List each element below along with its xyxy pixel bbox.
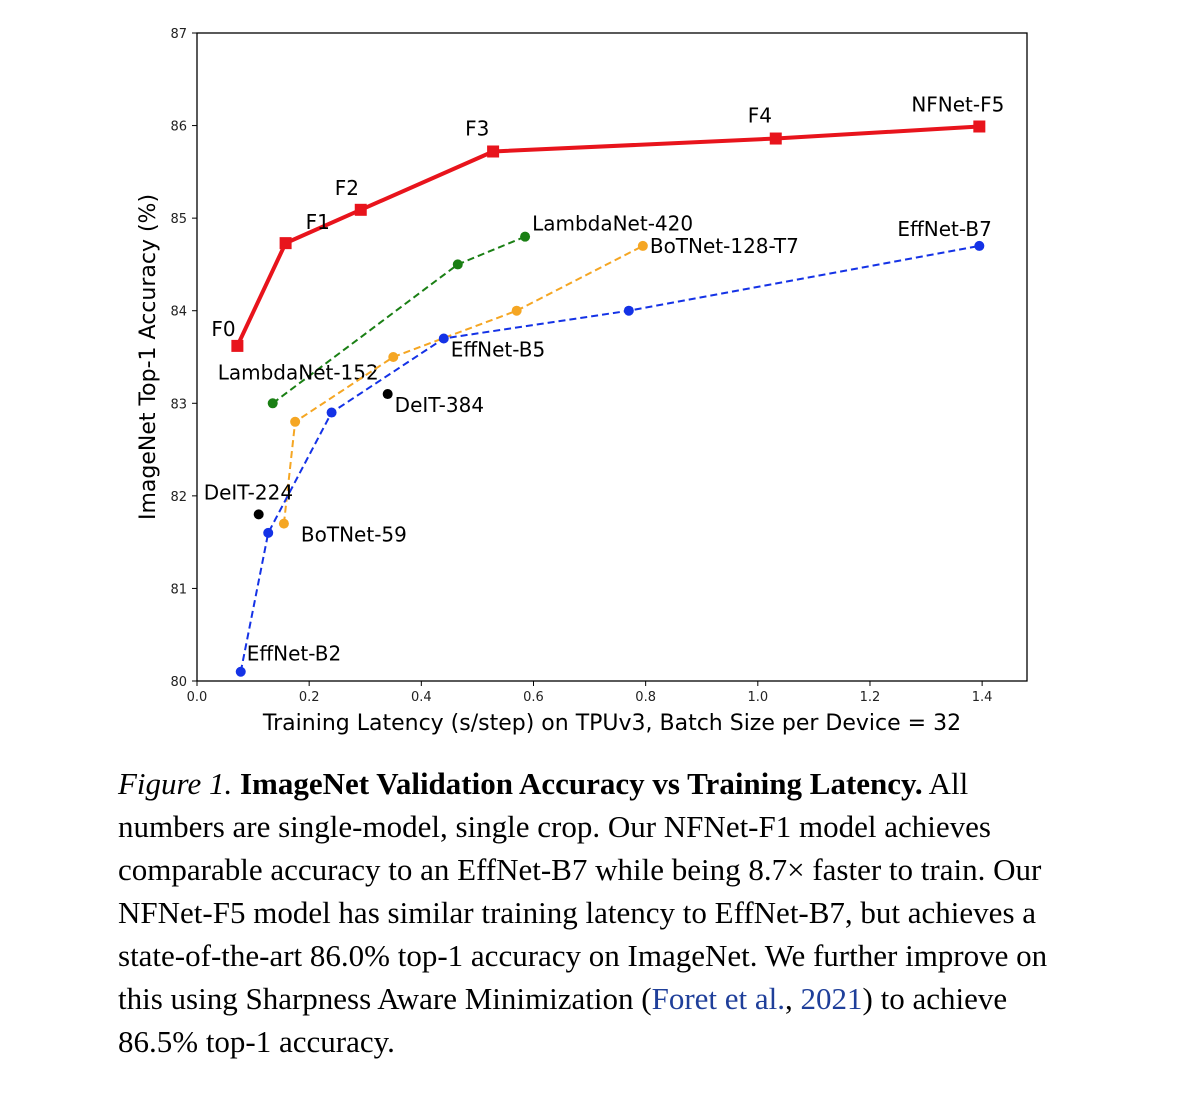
y-tick-label: 85 [170, 212, 187, 227]
data-label: F2 [335, 176, 359, 200]
data-label: BoTNet-128-T7 [650, 234, 799, 258]
y-axis: 80 81 82 83 84 85 86 87 [170, 27, 197, 690]
data-label: F3 [465, 116, 489, 140]
caption-body-end: ) to achieve 86.5% top-1 accuracy. [118, 981, 1008, 1059]
x-tick-label: 0.4 [411, 690, 432, 705]
data-label: NFNet-F5 [911, 92, 1004, 116]
plot-frame [196, 32, 1028, 682]
data-label: DeIT-384 [395, 393, 484, 417]
x-tick-label: 1.4 [972, 690, 993, 705]
data-point [520, 231, 531, 242]
y-tick-label: 82 [170, 490, 187, 505]
data-label: EffNet-B2 [247, 642, 341, 666]
data-point [388, 352, 399, 362]
citation-separator: , [785, 981, 801, 1016]
citation-authors-link[interactable]: Foret et al. [651, 981, 786, 1016]
y-axis-title: ImageNet Top-1 Accuracy (%) [136, 194, 161, 520]
series-3: EffNet-B2 EffNet-B5 EffNet-B7 [235, 217, 992, 677]
x-axis-title: Training Latency (s/step) on TPUv3, Batc… [262, 711, 961, 736]
y-tick-label: 81 [170, 582, 187, 597]
series-line [239, 244, 980, 672]
data-label: LambdaNet-420 [532, 212, 693, 236]
data-point [452, 259, 463, 270]
data-point [382, 389, 393, 400]
y-tick-label: 83 [170, 397, 187, 412]
data-point-square [231, 339, 244, 352]
series-1: LambdaNet-152 LambdaNet-420 [218, 212, 693, 409]
x-axis: 0.0 0.2 0.4 0.6 0.8 1.0 1.2 1.4 [187, 681, 993, 705]
x-tick-label: 0.0 [187, 690, 208, 705]
y-tick-label: 86 [170, 120, 187, 135]
data-label: LambdaNet-152 [218, 360, 379, 384]
data-point [235, 666, 246, 677]
data-point [511, 305, 522, 316]
y-tick-label: 87 [170, 27, 187, 42]
data-point-square [487, 145, 500, 158]
data-point [290, 416, 301, 427]
data-point-square [769, 132, 782, 145]
citation-year-link[interactable]: 2021 [800, 981, 863, 1016]
x-tick-label: 0.8 [635, 690, 656, 705]
x-tick-label: 0.2 [299, 690, 320, 705]
data-point [326, 407, 337, 418]
caption-figure-number: Figure 1. [118, 766, 233, 801]
y-tick-label: 84 [170, 305, 187, 320]
data-point [974, 240, 985, 251]
y-tick-label: 80 [170, 675, 187, 690]
data-label: F0 [211, 317, 235, 341]
x-tick-label: 1.0 [747, 690, 768, 705]
x-tick-label: 0.6 [523, 690, 544, 705]
data-point [637, 240, 648, 251]
data-label: BoTNet-59 [301, 523, 407, 547]
data-point-square [973, 120, 986, 133]
data-point [253, 509, 264, 520]
data-label: F1 [306, 210, 330, 234]
data-label: EffNet-B5 [451, 337, 545, 361]
series-4: DeIT-224 DeIT-384 [204, 389, 484, 520]
data-point [623, 305, 634, 316]
data-point-square [279, 237, 292, 250]
data-point [438, 333, 449, 344]
data-label: DeIT-224 [204, 480, 293, 504]
data-point [263, 527, 274, 538]
caption-title: ImageNet Validation Accuracy vs Training… [239, 766, 923, 801]
series-2: BoTNet-59 BoTNet-128-T7 [278, 234, 799, 547]
figure-caption: Figure 1. ImageNet Validation Accuracy v… [118, 762, 1078, 1063]
data-label: F4 [748, 104, 772, 128]
data-point [278, 518, 289, 529]
caption-body: All numbers are single-model, single cro… [118, 766, 1048, 1016]
series-line [235, 124, 980, 347]
data-label: EffNet-B7 [897, 217, 991, 241]
x-tick-label: 1.2 [860, 690, 881, 705]
data-point [267, 398, 278, 409]
series-line [282, 245, 644, 524]
data-point-square [354, 203, 367, 216]
